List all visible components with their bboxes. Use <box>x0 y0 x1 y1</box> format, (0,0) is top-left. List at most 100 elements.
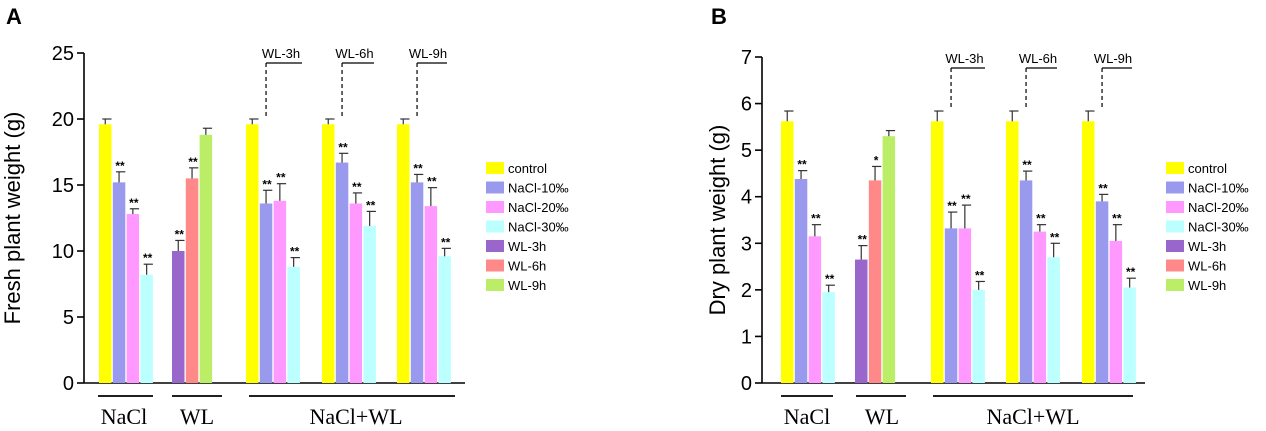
significance-label: ** <box>143 251 153 265</box>
legend-label: WL-3h <box>1188 239 1226 254</box>
legend-label: NaCl-10‰ <box>1188 181 1249 196</box>
bar <box>944 228 958 383</box>
bar <box>410 182 424 383</box>
y-tick-label: 3 <box>741 233 752 255</box>
group-label: NaCl+WL <box>986 404 1079 429</box>
significance-label: ** <box>1126 265 1136 279</box>
bar <box>185 178 199 383</box>
bar <box>349 203 363 383</box>
bar <box>363 225 376 383</box>
bar <box>794 179 808 383</box>
bar <box>99 124 112 383</box>
y-tick-label: 15 <box>52 175 74 197</box>
bar <box>781 121 794 384</box>
y-tick-label: 7 <box>741 47 752 69</box>
legend-swatch <box>486 259 504 272</box>
significance-label: ** <box>811 212 821 226</box>
legend-label: control <box>508 161 547 176</box>
legend-swatch <box>1166 240 1184 252</box>
wl-mark-label: WL-6h <box>1019 51 1057 66</box>
legend-label: NaCl-20‰ <box>1188 200 1249 215</box>
legend-label: NaCl-30‰ <box>508 220 569 235</box>
significance-label: ** <box>427 175 437 189</box>
legend-label: WL-3h <box>508 239 546 254</box>
bar <box>322 124 335 383</box>
significance-label: ** <box>366 198 376 212</box>
bar <box>287 266 300 383</box>
legend-swatch <box>1166 279 1184 291</box>
significance-label: ** <box>352 180 362 194</box>
y-tick-label: 4 <box>741 187 752 209</box>
bar <box>1082 121 1095 384</box>
significance-label: ** <box>188 155 198 169</box>
bar <box>424 206 438 383</box>
wl-mark-label: WL-6h <box>335 46 373 61</box>
bar <box>882 136 896 383</box>
panel-label: B <box>711 4 727 29</box>
legend-swatch <box>486 240 504 252</box>
significance-label: ** <box>290 245 300 259</box>
significance-label: ** <box>1098 181 1108 195</box>
y-tick-label: 5 <box>741 140 752 162</box>
bar <box>335 162 349 383</box>
bar <box>868 180 882 383</box>
legend-swatch <box>1166 201 1184 213</box>
wl-mark-label: WL-3h <box>945 51 983 66</box>
legend-label: WL-6h <box>1188 259 1226 274</box>
legend-swatch <box>486 201 504 213</box>
bar <box>1033 231 1047 383</box>
bar <box>1095 201 1109 383</box>
significance-label: ** <box>961 192 971 206</box>
significance-label: ** <box>175 227 185 241</box>
bar <box>822 292 835 383</box>
significance-label: ** <box>825 272 835 286</box>
significance-label: ** <box>797 158 807 172</box>
bar <box>246 124 259 383</box>
legend-swatch <box>1166 181 1184 194</box>
significance-label: ** <box>858 233 868 247</box>
significance-label: ** <box>947 199 957 213</box>
significance-label: ** <box>1036 212 1046 226</box>
bar <box>172 251 185 383</box>
bar <box>855 259 868 383</box>
group-label: WL <box>180 404 214 429</box>
panel-a: A Fresh plant weight (g) 0 5 10 15 20 25 ** ** ** *… <box>0 4 569 429</box>
legend: control NaCl-10‰ NaCl-20‰ NaCl-30‰ WL-3h WL-6… <box>486 161 569 293</box>
bar <box>259 203 273 383</box>
group-label: NaCl <box>101 404 147 429</box>
significance-label: ** <box>1050 230 1060 244</box>
significance-label: ** <box>975 268 985 282</box>
bar <box>958 228 972 383</box>
bar <box>438 256 451 383</box>
significance-label: ** <box>262 177 272 191</box>
wl-mark-label: WL-9h <box>409 46 447 61</box>
legend-label: control <box>1188 161 1227 176</box>
bar <box>972 289 985 383</box>
legend-swatch <box>486 181 504 194</box>
wl-mark-label: WL-3h <box>262 46 300 61</box>
legend-label: NaCl-20‰ <box>508 200 569 215</box>
significance-label: ** <box>441 235 451 249</box>
legend-swatch <box>486 162 504 174</box>
legend-label: NaCl-30‰ <box>1188 220 1249 235</box>
significance-label: * <box>874 153 879 167</box>
significance-label: ** <box>413 161 423 175</box>
bar <box>1109 240 1123 383</box>
legend-label: WL-9h <box>508 278 546 293</box>
bar <box>273 200 287 383</box>
y-tick-label: 1 <box>741 326 752 348</box>
bar <box>112 182 126 383</box>
bar <box>1019 180 1033 383</box>
legend: control NaCl-10‰ NaCl-20‰ NaCl-30‰ WL-3h WL-6… <box>1166 161 1249 293</box>
group-label: NaCl+WL <box>309 404 402 429</box>
significance-label: ** <box>338 140 348 154</box>
significance-label: ** <box>115 159 125 173</box>
legend-swatch <box>1166 162 1184 174</box>
y-tick-label: 0 <box>63 373 74 395</box>
legend-label: WL-6h <box>508 259 546 274</box>
y-axis-label: Dry plant weight (g) <box>705 125 730 316</box>
significance-label: ** <box>129 196 139 210</box>
group-label: WL <box>865 404 899 429</box>
bar <box>931 121 944 384</box>
